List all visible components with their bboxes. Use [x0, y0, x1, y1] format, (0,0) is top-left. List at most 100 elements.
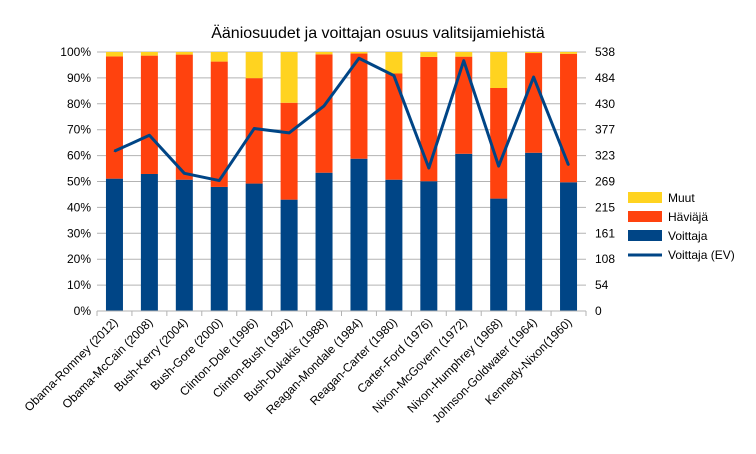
ev-point [462, 59, 465, 62]
ev-point [253, 127, 255, 130]
y2-tick-label: 269 [595, 175, 615, 189]
y2-tick-label: 377 [595, 123, 615, 137]
bar-segment-häviäjä [175, 54, 193, 180]
legend-label: Häviäjä [668, 210, 708, 224]
bar-segment-häviäjä [210, 61, 228, 187]
bar-stack [210, 52, 228, 311]
legend-swatch [628, 192, 662, 203]
ev-point [428, 167, 430, 169]
y2-tick-label: 430 [595, 97, 615, 111]
bar-segment-voittaja [105, 178, 123, 311]
y2-tick-label: 54 [595, 278, 609, 292]
bar-segment-voittaja [140, 173, 158, 311]
legend: Muut Häviäjä Voittaja Voittaja (EV) [628, 191, 735, 262]
bar-segment-häviäjä [385, 73, 403, 180]
ev-point [113, 150, 116, 152]
bar-segment-voittaja [315, 172, 333, 311]
y-tick-label: 10% [67, 278, 91, 292]
y-axis-left: 0% 10% 20% 30% 40% 50% 60% 70% 80% 90% 100% [60, 45, 91, 318]
y-tick-label: 0% [74, 304, 92, 318]
bar-segment-häviäjä [455, 56, 473, 154]
ev-point [183, 172, 186, 175]
bar-segment-muut [560, 52, 578, 54]
y-axis-right: 0 54 108 161 215 269 323 377 430 484 538 [595, 45, 615, 318]
x-axis: Obama-Romney (2012)Obama-McCain (2008)Bu… [22, 310, 587, 426]
bar-stack [455, 52, 473, 311]
y-tick-label: 90% [67, 71, 91, 85]
y-tick-label: 40% [67, 200, 91, 214]
bar-segment-muut [350, 52, 368, 54]
bar-segment-häviäjä [490, 88, 508, 199]
bar-segment-häviäjä [350, 53, 368, 159]
ev-line [113, 56, 570, 183]
y-tick-label: 60% [67, 149, 91, 163]
bar-segment-voittaja [175, 179, 193, 311]
legend-label: Voittaja [668, 229, 708, 243]
y-tick-label: 20% [67, 252, 91, 266]
y2-tick-label: 323 [595, 149, 615, 163]
y2-tick-label: 484 [595, 71, 615, 85]
bar-segment-voittaja [455, 153, 473, 311]
ev-point [358, 57, 360, 60]
bar-segment-muut [490, 52, 508, 89]
y-tick-label: 30% [67, 226, 91, 240]
legend-item: Häviäjä [628, 210, 708, 224]
bar-segment-muut [455, 52, 473, 57]
bar-segment-muut [280, 52, 298, 103]
bar-segment-muut [315, 52, 333, 55]
bar-segment-häviäjä [525, 53, 543, 153]
ev-point [218, 179, 221, 182]
bar-stack [315, 52, 333, 311]
bar-segment-häviäjä [280, 102, 298, 200]
legend-label: Muut [668, 191, 695, 205]
y2-tick-label: 108 [595, 252, 615, 266]
gridlines [97, 51, 586, 312]
bar-stack [525, 52, 543, 311]
bar-stack [175, 52, 193, 311]
bar-segment-muut [210, 52, 228, 62]
bar-segment-muut [105, 52, 123, 57]
ev-point [393, 74, 395, 77]
bar-segment-voittaja [560, 182, 578, 311]
bar-stack [420, 52, 438, 311]
legend-swatch [628, 211, 662, 222]
legend-item: Voittaja (EV) [628, 248, 735, 262]
bar-segment-voittaja [280, 199, 298, 311]
ev-point [532, 76, 535, 78]
y-tick-label: 70% [67, 123, 91, 137]
bar-stack [385, 52, 403, 311]
bar-segment-voittaja [385, 179, 403, 311]
legend-label: Voittaja (EV) [668, 248, 735, 262]
bar-stack [490, 52, 508, 311]
y2-tick-label: 215 [595, 200, 615, 214]
bar-segment-voittaja [525, 152, 543, 311]
ev-point [288, 132, 290, 134]
y-tick-label: 50% [67, 175, 91, 189]
ev-point [148, 134, 151, 137]
bar-segment-häviäjä [105, 56, 123, 179]
y2-tick-label: 161 [595, 226, 615, 240]
bar-stack [105, 52, 123, 311]
bar-segment-häviäjä [420, 56, 438, 182]
y-tick-label: 100% [60, 45, 91, 59]
y-tick-label: 80% [67, 97, 91, 111]
chart-title: Ääniosuudet ja voittajan osuus valitsija… [211, 24, 545, 42]
bar-segment-muut [140, 52, 158, 56]
bar-stack [280, 52, 298, 311]
legend-item: Voittaja [628, 229, 708, 243]
bar-stacks [105, 52, 578, 311]
bar-segment-muut [245, 52, 263, 79]
bar-stack [560, 52, 578, 311]
bar-segment-häviäjä [560, 53, 578, 183]
legend-item: Muut [628, 191, 695, 205]
ev-point [497, 165, 500, 167]
y2-tick-label: 538 [595, 45, 615, 59]
ev-point [567, 164, 570, 166]
bar-segment-muut [420, 52, 438, 57]
y2-tick-label: 0 [595, 304, 602, 318]
bar-segment-voittaja [245, 183, 263, 311]
bar-segment-häviäjä [315, 54, 333, 173]
ev-line-layer [113, 56, 570, 183]
